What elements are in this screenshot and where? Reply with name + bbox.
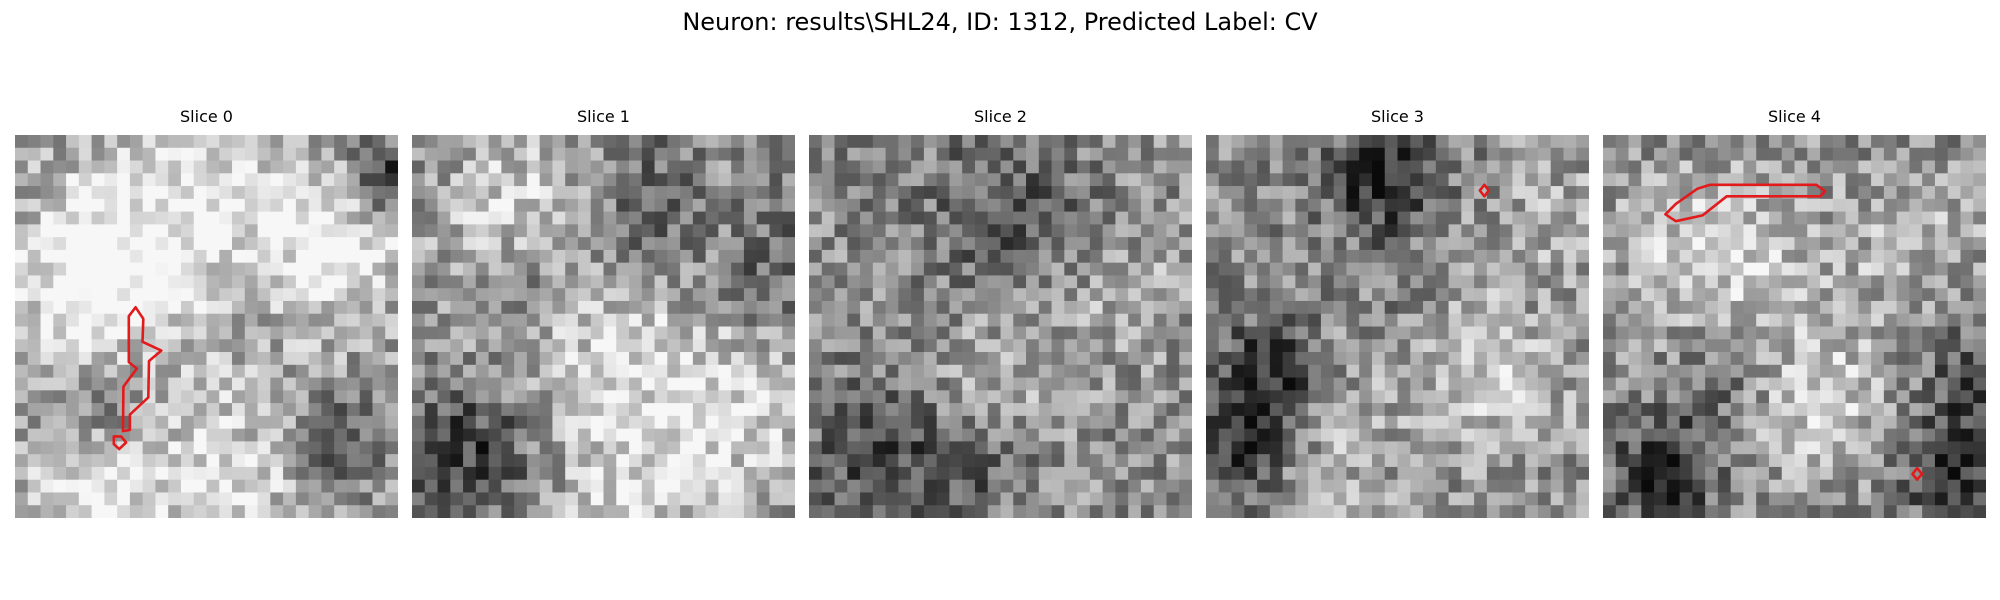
- figure-title: Neuron: results\SHL24, ID: 1312, Predict…: [682, 8, 1318, 36]
- slice-image: [1206, 135, 1589, 518]
- slice-panel-2: Slice 2: [809, 106, 1192, 518]
- slice-title: Slice 2: [974, 107, 1027, 126]
- slice-image: [809, 135, 1192, 518]
- slice-panel-4: Slice 4: [1603, 106, 1986, 518]
- slice-title: Slice 3: [1371, 107, 1424, 126]
- segmentation-contour: [1664, 183, 1827, 223]
- segmentation-contour: [112, 435, 128, 451]
- slice-image: [1603, 135, 1986, 518]
- pixel-grid: [1206, 135, 1589, 518]
- slice-panel-3: Slice 3: [1206, 106, 1589, 518]
- slice-title: Slice 1: [577, 107, 630, 126]
- slice-title: Slice 0: [180, 107, 233, 126]
- pixel-grid: [809, 135, 1192, 518]
- segmentation-contour: [1911, 466, 1924, 482]
- slice-panel-1: Slice 1: [412, 106, 795, 518]
- pixel-grid: [412, 135, 795, 518]
- pixel-grid: [15, 135, 398, 518]
- slice-image: [412, 135, 795, 518]
- pixel-grid: [1603, 135, 1986, 518]
- segmentation-contour: [1478, 183, 1491, 198]
- segmentation-contour: [121, 306, 163, 433]
- slice-panel-0: Slice 0: [15, 106, 398, 518]
- slice-image: [15, 135, 398, 518]
- slice-title: Slice 4: [1768, 107, 1821, 126]
